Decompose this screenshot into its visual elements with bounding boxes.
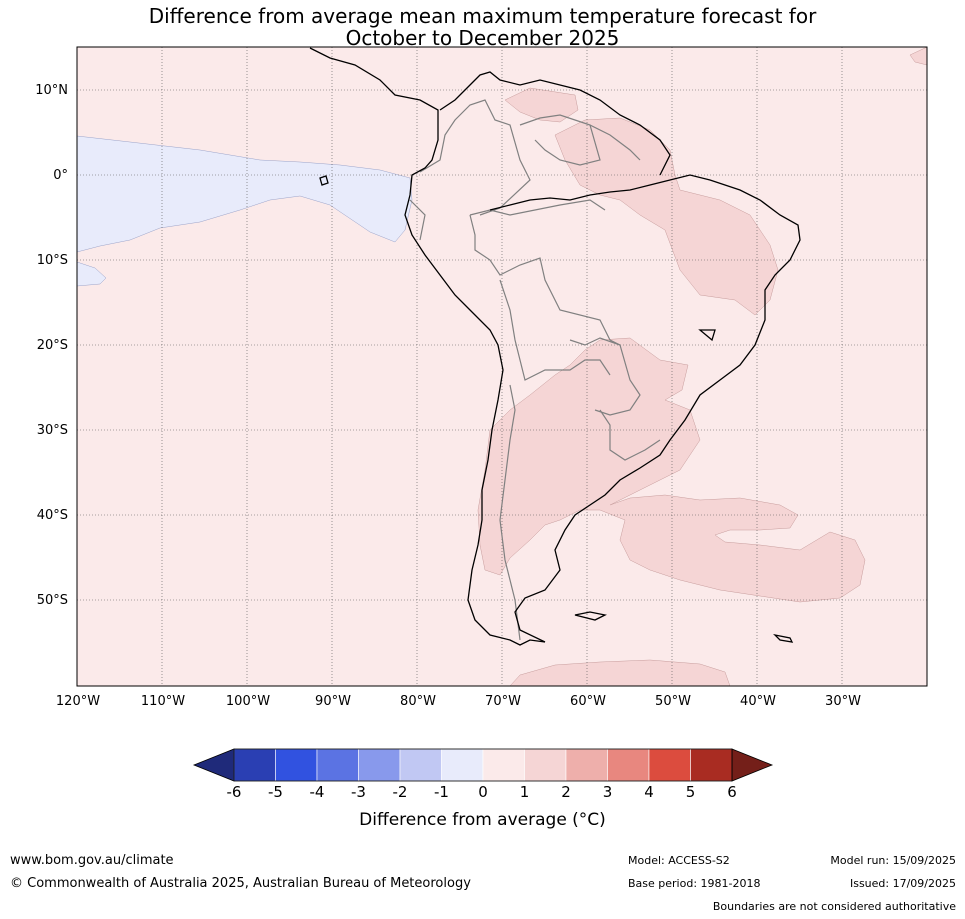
chart-title: Difference from average mean maximum tem… <box>0 5 965 49</box>
warm-anomaly-south <box>477 337 866 603</box>
title-line-2: October to December 2025 <box>345 26 620 50</box>
lon-label-120w: 120°W <box>55 694 101 709</box>
base-period-text: Base period: 1981-2018 <box>628 877 761 890</box>
lat-label-50s: 50°S <box>36 593 68 608</box>
colorbar-tick-label: 5 <box>685 783 696 801</box>
model-text: Model: ACCESS-S2 <box>628 854 730 867</box>
graticule <box>76 47 927 686</box>
lon-label-90w: 90°W <box>315 694 351 709</box>
lon-label-30w: 30°W <box>825 694 861 709</box>
warm-anomaly-topright <box>909 47 927 66</box>
cool-anomaly-region <box>77 135 413 253</box>
colorbar-tick-label: -3 <box>351 783 366 801</box>
colorbar-tick-label: 2 <box>561 783 571 801</box>
lon-label-80w: 80°W <box>400 694 436 709</box>
model-run-text: Model run: 15/09/2025 <box>830 854 956 867</box>
lat-label-0: 0° <box>53 168 68 183</box>
website-text: www.bom.gov.au/climate <box>10 853 174 868</box>
colorbar-tick-label: 1 <box>519 783 530 801</box>
lon-label-50w: 50°W <box>655 694 691 709</box>
colorbar-tick-label: -6 <box>226 783 242 801</box>
colorbar-tick-label: 6 <box>727 783 737 801</box>
warm-anomaly-brazil <box>554 117 779 316</box>
lon-label-100w: 100°W <box>225 694 271 709</box>
colorbar-tick-label: -1 <box>434 783 449 801</box>
lat-label-10s: 10°S <box>36 253 68 268</box>
disclaimer-text: Boundaries are not considered authoritat… <box>712 900 956 913</box>
map-frame <box>76 46 928 687</box>
colorbar-label: Difference from average (°C) <box>359 810 606 830</box>
colorbar-tick-label: 4 <box>644 783 654 801</box>
coastline <box>309 47 801 646</box>
lat-label-10n: 10°N <box>35 83 68 98</box>
warm-anomaly-north <box>504 87 579 123</box>
colorbar-tick-label: -5 <box>268 783 283 801</box>
colorbar-tick-label: 0 <box>478 783 488 801</box>
lon-label-70w: 70°W <box>485 694 521 709</box>
issued-text: Issued: 17/09/2025 <box>849 877 956 890</box>
lon-label-60w: 60°W <box>570 694 606 709</box>
lon-label-40w: 40°W <box>740 694 776 709</box>
warm-anomaly-bottom <box>509 659 731 686</box>
cool-anomaly-patch <box>77 261 107 287</box>
country-borders <box>409 99 661 641</box>
lat-label-30s: 30°S <box>36 423 68 438</box>
lat-label-40s: 40°S <box>36 508 68 523</box>
copyright-text: © Commonwealth of Australia 2025, Austra… <box>10 876 471 891</box>
colorbar-tick-label: -4 <box>309 783 325 801</box>
lat-label-20s: 20°S <box>36 338 68 353</box>
colorbar-tick-label: -2 <box>392 783 408 801</box>
colorbar-tick-label: 3 <box>602 783 613 801</box>
lon-label-110w: 110°W <box>140 694 186 709</box>
title-line-1: Difference from average mean maximum tem… <box>148 4 817 28</box>
